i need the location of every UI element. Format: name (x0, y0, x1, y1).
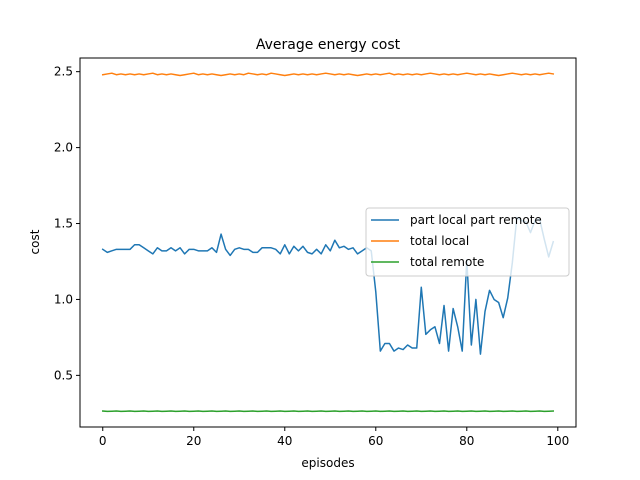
x-tick-label: 100 (546, 434, 569, 448)
y-tick-label: 1.5 (54, 217, 73, 231)
series-line-0 (101, 216, 555, 355)
legend: part local part remote total local total r… (365, 207, 570, 277)
legend-label-2: total remote (410, 255, 484, 269)
legend-label-1: total local (410, 234, 469, 248)
x-tick-label: 60 (368, 434, 383, 448)
x-tick-label: 40 (277, 434, 292, 448)
x-tick-label: 0 (99, 434, 107, 448)
x-tick-label: 20 (186, 434, 201, 448)
series-line-1 (101, 72, 555, 77)
x-axis-ticks: 0 20 40 60 80 100 (99, 427, 569, 448)
x-tick-label: 80 (459, 434, 474, 448)
x-axis-label: episodes (301, 456, 354, 470)
plot-lines (101, 72, 555, 413)
chart-title: Average energy cost (256, 37, 401, 53)
plot-frame (79, 57, 577, 428)
y-axis-label: cost (28, 229, 42, 254)
legend-label-0: part local part remote (410, 213, 542, 227)
y-tick-label: 2.5 (54, 65, 73, 79)
y-tick-label: 2.0 (54, 141, 73, 155)
y-tick-label: 0.5 (54, 368, 73, 382)
y-tick-label: 1.0 (54, 292, 73, 306)
legend-box (365, 207, 570, 277)
y-axis-ticks: 0.5 1.0 1.5 2.0 2.5 (54, 65, 80, 382)
